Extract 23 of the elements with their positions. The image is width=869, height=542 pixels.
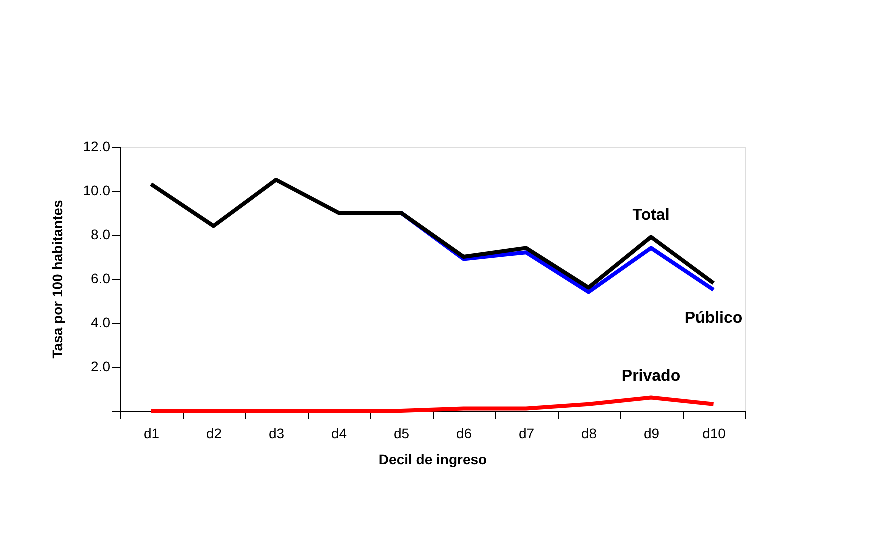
x-tick-label: d1 (144, 426, 160, 442)
x-axis-title: Decil de ingreso (378, 452, 488, 468)
y-tick-label: 4.0 (91, 314, 111, 330)
x-tick-label: d4 (331, 426, 348, 442)
series-label: Público (684, 310, 743, 327)
line-series (149, 178, 716, 290)
x-tick-label: d3 (268, 426, 285, 442)
y-tick-label: 12.0 (83, 138, 111, 154)
y-tick-label: 8.0 (91, 226, 111, 242)
x-tick-label: d7 (518, 426, 535, 442)
x-tick-label: d9 (644, 426, 660, 442)
series-label: Total (632, 207, 670, 224)
y-tick-label: 2.0 (91, 358, 111, 374)
y-tick-label: 10.0 (83, 182, 111, 198)
x-tick-label: d8 (581, 426, 598, 442)
x-tick-label: d10 (702, 426, 726, 442)
x-tick-label: d6 (456, 426, 472, 442)
x-tick-label: d5 (394, 426, 410, 442)
series-label: Privado (622, 368, 681, 385)
x-tick-label: d2 (206, 426, 222, 442)
y-axis-title: Tasa por 100 habitantes (49, 200, 66, 359)
line-series (149, 396, 716, 413)
y-tick-label: 6.0 (91, 270, 111, 286)
